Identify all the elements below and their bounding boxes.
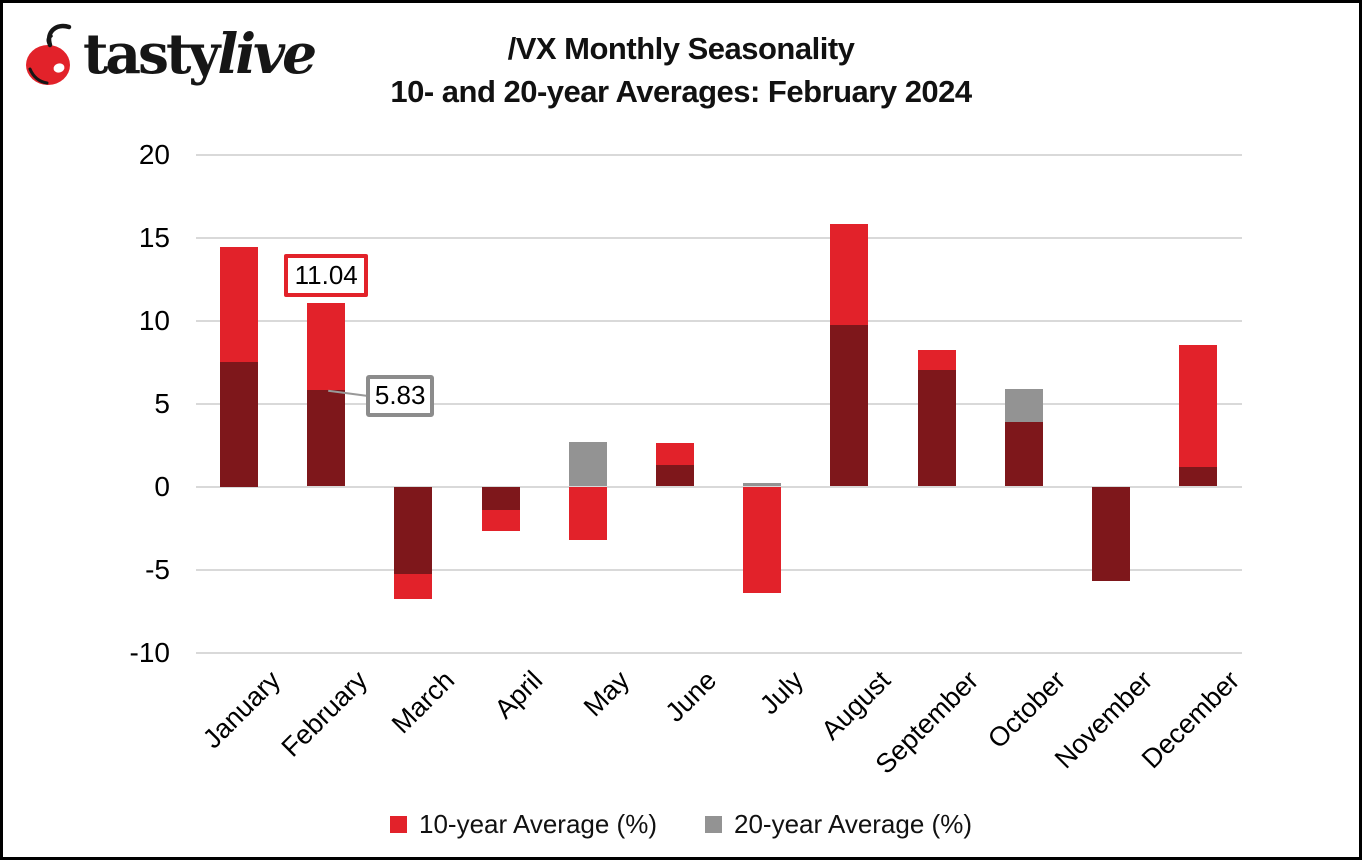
- y-tick-label: -10: [129, 636, 170, 668]
- legend-swatch-10yr: [390, 816, 408, 833]
- cherry-icon: [26, 23, 72, 85]
- bar-may-10yr: [568, 486, 607, 540]
- tastylive-logo: tastylive: [23, 19, 317, 89]
- bar-february-10yr: [307, 303, 346, 390]
- annotations-layer: 11.04 5.83: [3, 3, 1359, 857]
- bar-november-overlap: [1092, 486, 1130, 582]
- bar-january-overlap: [220, 362, 258, 487]
- bar-june-10yr: [656, 443, 694, 465]
- bar-april-10yr: [481, 509, 520, 532]
- chart-title: /VX Monthly Seasonality 10- and 20-year …: [3, 27, 1359, 113]
- gridline--5: [196, 568, 1242, 571]
- y-tick-label: 0: [154, 470, 170, 502]
- gridline-15: [196, 236, 1242, 239]
- y-tick-label: 10: [138, 304, 170, 336]
- bar-april-overlap: [481, 486, 520, 510]
- bar-july-20yr: [743, 483, 782, 487]
- plot-gridlines: 20 15 10 5 0 -5 -10: [3, 3, 1359, 857]
- title-line-1: /VX Monthly Seasonality: [507, 31, 855, 66]
- y-tick-label: -5: [145, 553, 170, 585]
- annotation-leader-line: [328, 389, 367, 397]
- legend-label: 20-year Average (%): [734, 809, 972, 839]
- title-line-2: 10- and 20-year Averages: February 2024: [390, 74, 972, 109]
- brand-regular: tasty: [83, 21, 220, 86]
- bar-january-10yr: [220, 247, 258, 362]
- gridline-5: [196, 402, 1242, 405]
- legend-item-10yr: 10-year Average (%): [390, 809, 657, 840]
- bar-december-overlap: [1179, 466, 1218, 487]
- bar-august-overlap: [830, 325, 869, 487]
- bar-june-overlap: [656, 464, 694, 487]
- bar-september-10yr: [917, 350, 956, 371]
- gridline-20: [196, 153, 1242, 156]
- plot-bars: [3, 3, 1359, 857]
- legend-swatch-20yr: [705, 816, 722, 833]
- y-tick-label: 15: [138, 221, 170, 253]
- bar-may-20yr: [568, 441, 607, 487]
- bar-march-overlap: [394, 486, 433, 575]
- gridline-10: [196, 319, 1242, 322]
- bar-july-10yr: [743, 486, 782, 593]
- annotation-20yr-value: 5.83: [366, 374, 435, 417]
- brand-wordmark: tastylive: [83, 19, 317, 89]
- legend-label: 10-year Average (%): [419, 809, 657, 839]
- legend-item-20yr: 20-year Average (%): [705, 809, 972, 840]
- bar-december-10yr: [1179, 345, 1218, 467]
- annotation-10yr-value: 11.04: [284, 254, 369, 298]
- brand-italic: live: [217, 21, 317, 86]
- bar-march-10yr: [394, 574, 433, 600]
- bar-october-overlap: [1004, 421, 1043, 487]
- bar-february-overlap: [307, 389, 346, 487]
- y-tick-label: 5: [154, 387, 170, 419]
- bar-september-overlap: [917, 370, 956, 487]
- chart-legend: 10-year Average (%) 20-year Average (%): [3, 809, 1359, 840]
- bar-august-10yr: [830, 224, 869, 326]
- y-tick-label: 20: [138, 138, 170, 170]
- gridline-0: [196, 485, 1242, 488]
- gridline--10: [196, 651, 1242, 654]
- bar-october-20yr: [1004, 388, 1043, 422]
